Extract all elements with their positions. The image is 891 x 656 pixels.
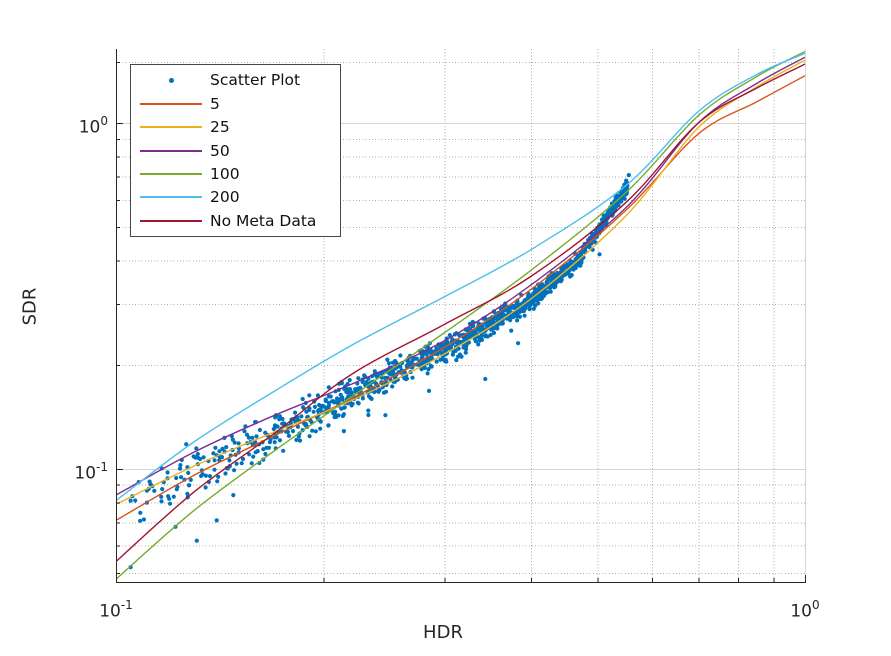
legend-label-100: 100	[210, 164, 240, 183]
x-axis-label: HDR	[423, 622, 463, 643]
legend-row-50: 50	[131, 140, 340, 162]
y-tick-label-1: 100	[78, 114, 108, 138]
series-line-25	[116, 59, 805, 505]
minor-gridlines	[116, 49, 805, 582]
series-line-5	[116, 75, 805, 522]
legend-marker-200-icon	[140, 196, 202, 199]
legend-row-scatter: Scatter Plot	[131, 69, 340, 91]
legend-row-25: 25	[131, 116, 340, 138]
legend-row-200: 200	[131, 186, 340, 208]
legend-marker-100-icon	[140, 172, 202, 175]
legend-row-100: 100	[131, 163, 340, 185]
legend-label-no-meta-data: No Meta Data	[210, 211, 317, 230]
x-tick-label-1: 100	[790, 598, 820, 622]
series-lines	[116, 50, 805, 580]
y-tick-label-0.1: 10-1	[74, 460, 108, 484]
series-line-100	[116, 50, 805, 580]
legend-marker-50-icon	[140, 149, 202, 152]
legend-label-200: 200	[210, 188, 240, 207]
tick-marks	[116, 62, 806, 582]
legend-label-50: 50	[210, 141, 230, 160]
series-line-200	[116, 52, 805, 502]
x-tick-label-0.1: 10-1	[99, 598, 133, 622]
axis-spines	[116, 49, 806, 583]
y-axis-label: SDR	[19, 287, 41, 326]
legend-label-5: 5	[210, 94, 220, 113]
legend-row-no-meta-data: No Meta Data	[131, 210, 340, 232]
legend: Scatter Plot 5 25 50 100 200 No Meta Dat…	[130, 64, 341, 237]
legend-marker-scatter-icon	[140, 77, 202, 83]
legend-row-5: 5	[131, 93, 340, 115]
legend-label-scatter: Scatter Plot	[210, 71, 301, 90]
series-line-no-meta-data	[116, 63, 805, 563]
legend-label-25: 25	[210, 118, 230, 137]
legend-marker-5-icon	[140, 102, 202, 105]
legend-marker-25-icon	[140, 126, 202, 129]
legend-marker-no-meta-data-icon	[140, 219, 202, 222]
